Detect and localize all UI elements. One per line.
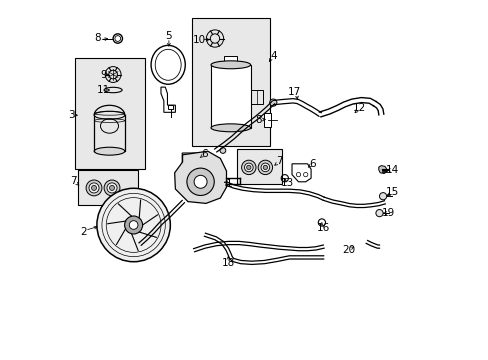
Circle shape bbox=[89, 183, 99, 193]
Circle shape bbox=[220, 148, 225, 153]
Text: 2: 2 bbox=[80, 227, 86, 237]
Circle shape bbox=[109, 185, 114, 190]
Text: 14: 14 bbox=[386, 165, 399, 175]
Circle shape bbox=[124, 216, 142, 234]
Circle shape bbox=[86, 180, 102, 196]
Bar bbox=[264, 113, 271, 127]
Circle shape bbox=[379, 193, 386, 200]
Bar bbox=[236, 149, 281, 184]
Circle shape bbox=[194, 175, 206, 188]
Circle shape bbox=[241, 160, 256, 175]
Text: 8: 8 bbox=[94, 33, 101, 43]
Circle shape bbox=[246, 165, 250, 170]
Text: 3: 3 bbox=[68, 110, 75, 120]
Circle shape bbox=[375, 210, 382, 217]
Text: 1: 1 bbox=[225, 179, 232, 189]
Circle shape bbox=[129, 221, 138, 229]
Ellipse shape bbox=[94, 147, 124, 155]
Text: 19: 19 bbox=[381, 208, 394, 218]
Bar bbox=[75, 58, 145, 169]
Circle shape bbox=[263, 165, 267, 170]
Circle shape bbox=[91, 185, 96, 190]
Text: 12: 12 bbox=[352, 103, 366, 113]
Circle shape bbox=[97, 188, 170, 262]
Text: 20: 20 bbox=[342, 245, 355, 255]
Text: 11: 11 bbox=[97, 85, 110, 95]
Text: 16: 16 bbox=[316, 222, 330, 233]
Polygon shape bbox=[378, 166, 386, 174]
Circle shape bbox=[107, 183, 117, 193]
Circle shape bbox=[244, 163, 253, 172]
Circle shape bbox=[261, 163, 269, 172]
Text: 17: 17 bbox=[288, 87, 301, 97]
Ellipse shape bbox=[211, 61, 250, 69]
Text: 18: 18 bbox=[221, 258, 234, 268]
Text: 15: 15 bbox=[386, 186, 399, 197]
Text: 9: 9 bbox=[100, 69, 106, 80]
Text: 13: 13 bbox=[280, 177, 293, 188]
Bar bbox=[192, 18, 269, 146]
Circle shape bbox=[104, 180, 120, 196]
Text: 7: 7 bbox=[276, 156, 282, 166]
Polygon shape bbox=[174, 151, 226, 203]
Bar bbox=[78, 170, 137, 205]
Bar bbox=[224, 56, 237, 65]
Bar bbox=[211, 65, 250, 128]
Text: 7: 7 bbox=[70, 176, 77, 186]
Text: 10: 10 bbox=[193, 35, 205, 45]
Text: 6: 6 bbox=[201, 149, 207, 159]
Text: 4: 4 bbox=[269, 51, 276, 61]
Text: 8: 8 bbox=[255, 114, 262, 125]
Ellipse shape bbox=[211, 124, 250, 132]
Text: 6: 6 bbox=[308, 159, 315, 169]
Circle shape bbox=[258, 160, 272, 175]
Bar bbox=[168, 105, 173, 109]
Circle shape bbox=[186, 168, 214, 195]
Circle shape bbox=[269, 99, 276, 106]
Text: 5: 5 bbox=[165, 31, 172, 41]
